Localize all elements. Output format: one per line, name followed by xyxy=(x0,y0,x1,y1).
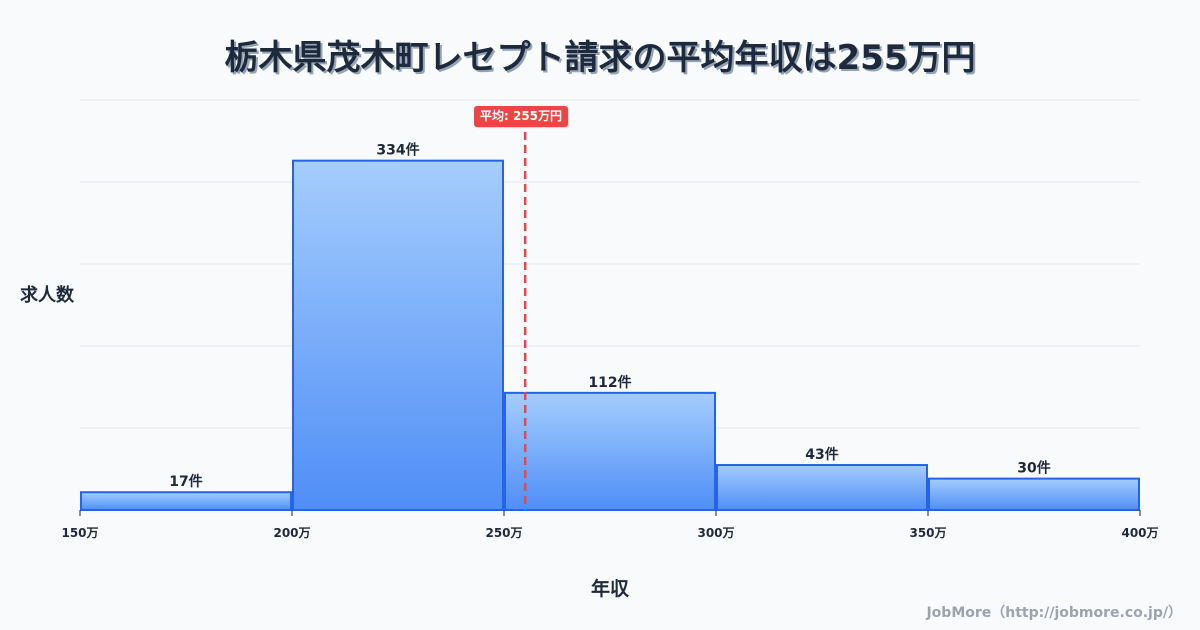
bar-value-label: 30件 xyxy=(1017,460,1050,477)
x-tick-label: 350万 xyxy=(909,526,946,540)
bar-value-label: 334件 xyxy=(376,142,419,159)
histogram-bar xyxy=(504,391,716,512)
source-credit: JobMore（http://jobmore.co.jp/） xyxy=(926,605,1182,621)
x-tick-label: 400万 xyxy=(1121,526,1158,540)
bar-value-label: 112件 xyxy=(588,374,631,391)
x-tick-label: 200万 xyxy=(273,526,310,540)
bar-value-label: 43件 xyxy=(805,446,838,463)
bar-value-label: 17件 xyxy=(169,473,202,490)
x-tick-label: 250万 xyxy=(485,526,522,540)
x-axis-ticks: 150万 200万 250万 300万 350万 400万 xyxy=(61,510,1159,540)
bars-group: 17件 334件 112件 43件 30件 xyxy=(80,142,1140,512)
histogram-bar xyxy=(716,464,928,512)
histogram-bar xyxy=(292,159,504,511)
average-badge: 平均: 255万円 xyxy=(474,106,569,127)
x-tick-label: 150万 xyxy=(61,526,98,540)
y-axis-label: 求人数 xyxy=(20,285,74,306)
x-tick-label: 300万 xyxy=(697,526,734,540)
histogram-bar xyxy=(80,491,292,512)
x-axis-label: 年収 xyxy=(590,578,629,600)
chart-title: 栃木県茂木町レセプト請求の平均年収は255万円 xyxy=(224,38,976,78)
histogram-bar xyxy=(928,477,1140,511)
